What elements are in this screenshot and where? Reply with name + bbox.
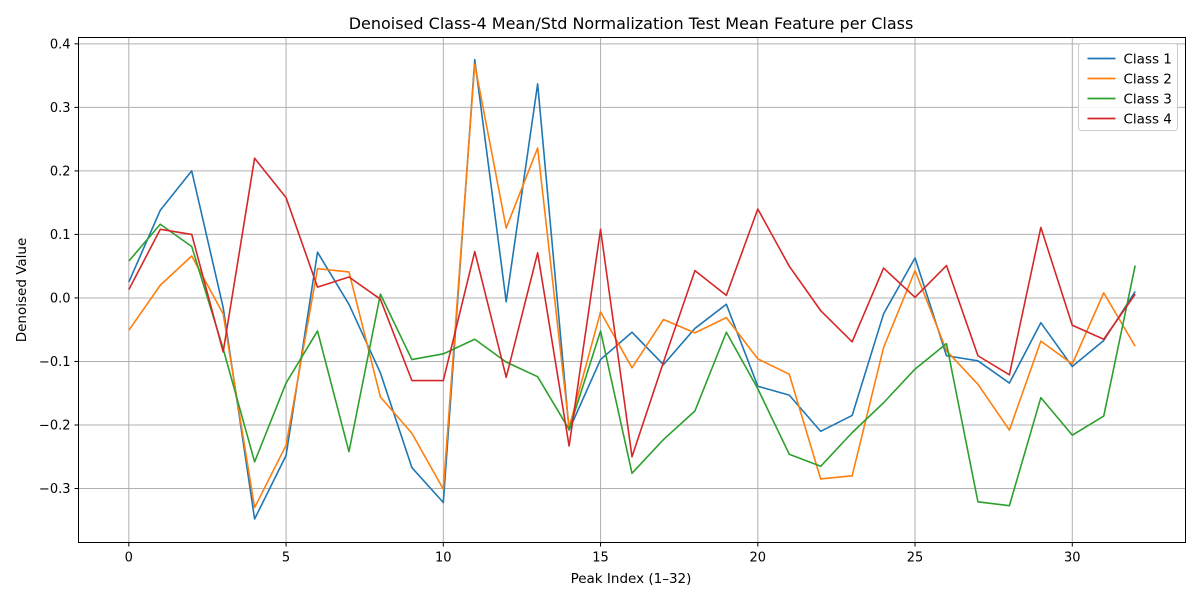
x-tick-label: 15 [592,551,609,566]
x-tick-label: 5 [282,551,290,566]
y-axis-ticks: −0.3 −0.2 −0.1 0.0 0.1 0.2 0.3 0.4 [39,37,79,497]
legend-label: Class 4 [1124,112,1172,128]
x-tick-label: 25 [907,551,924,566]
y-tick-label: −0.1 [39,355,71,370]
legend-box [1078,43,1178,131]
y-axis-label: Denoised Value [14,238,30,343]
legend-label: Class 3 [1124,92,1172,108]
y-tick-label: −0.3 [39,482,71,497]
legend-label: Class 2 [1124,72,1172,88]
series-line-class-4 [128,157,1136,458]
chart-title: Denoised Class-4 Mean/Std Normalization … [349,14,914,33]
x-tick-label: 10 [435,551,452,566]
y-tick-label: 0.0 [50,291,71,306]
x-axis-label: Peak Index (1–32) [571,571,692,587]
series-line-class-3 [128,223,1136,507]
x-tick-label: 20 [750,551,767,566]
x-tick-label: 30 [1064,551,1081,566]
grid [78,37,1186,543]
plot-frame [78,37,1186,543]
y-tick-label: 0.3 [50,101,71,116]
y-tick-label: 0.4 [50,37,71,52]
legend: Class 1 Class 2 Class 3 Class 4 [1078,43,1178,131]
legend-label: Class 1 [1124,52,1172,68]
series-line-class-2 [128,63,1136,509]
y-tick-label: 0.2 [50,164,71,179]
y-tick-label: 0.1 [50,228,71,243]
x-tick-label: 0 [125,551,133,566]
series-lines [128,58,1136,520]
x-axis-ticks: 0 5 10 15 20 25 30 [125,542,1081,566]
y-tick-label: −0.2 [39,418,71,433]
